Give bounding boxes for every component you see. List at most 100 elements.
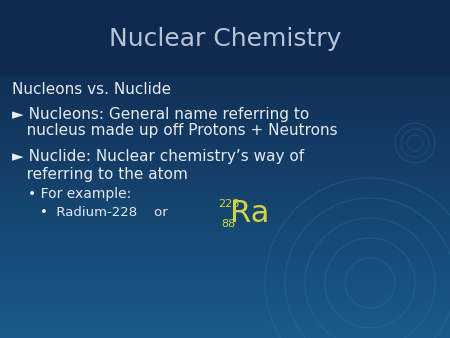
- Bar: [0, 72, 450, 74]
- Bar: [0, 85, 450, 88]
- Bar: [0, 163, 450, 166]
- Bar: [0, 241, 450, 243]
- Bar: [0, 67, 450, 69]
- Bar: [0, 178, 450, 181]
- Bar: [0, 114, 450, 117]
- Bar: [0, 332, 450, 335]
- Bar: [0, 136, 450, 139]
- Bar: [0, 261, 450, 264]
- Bar: [0, 171, 450, 174]
- Bar: [0, 119, 450, 122]
- Bar: [0, 75, 450, 78]
- Bar: [0, 143, 450, 145]
- Bar: [0, 60, 450, 63]
- Bar: [0, 34, 450, 37]
- Bar: [0, 43, 450, 46]
- Bar: [0, 308, 450, 311]
- Bar: [0, 313, 450, 316]
- Bar: [0, 209, 450, 211]
- Bar: [0, 205, 450, 208]
- Bar: [0, 97, 450, 100]
- Bar: [0, 264, 450, 267]
- Bar: [0, 320, 450, 323]
- Bar: [0, 38, 450, 41]
- Bar: [0, 138, 450, 140]
- Bar: [0, 80, 450, 83]
- Bar: [0, 165, 450, 167]
- Text: referring to the atom: referring to the atom: [12, 167, 188, 182]
- Bar: [0, 188, 450, 191]
- Bar: [0, 166, 450, 169]
- Bar: [0, 252, 450, 255]
- Bar: [0, 310, 450, 313]
- Bar: [0, 242, 450, 245]
- Bar: [0, 298, 450, 301]
- Bar: [0, 183, 450, 186]
- Bar: [0, 127, 450, 130]
- Text: •  Radium-228    or: • Radium-228 or: [40, 206, 168, 218]
- Bar: [0, 134, 450, 137]
- Bar: [0, 161, 450, 164]
- Bar: [0, 291, 450, 294]
- Bar: [0, 16, 450, 19]
- Bar: [0, 62, 450, 64]
- Bar: [0, 58, 450, 61]
- Bar: [0, 89, 450, 91]
- Bar: [0, 254, 450, 257]
- Bar: [0, 94, 450, 96]
- Bar: [0, 148, 450, 150]
- Bar: [0, 26, 450, 29]
- Bar: [0, 176, 450, 179]
- Bar: [0, 83, 450, 86]
- Bar: [0, 40, 450, 42]
- Bar: [0, 256, 450, 259]
- Bar: [0, 327, 450, 330]
- Bar: [0, 111, 450, 113]
- Bar: [0, 285, 450, 287]
- Bar: [0, 227, 450, 230]
- Bar: [0, 41, 450, 44]
- Bar: [0, 192, 450, 194]
- Bar: [0, 73, 450, 76]
- Bar: [0, 56, 450, 59]
- Bar: [0, 239, 450, 242]
- Text: Nuclear Chemistry: Nuclear Chemistry: [109, 27, 341, 51]
- Bar: [0, 190, 450, 193]
- Bar: [0, 258, 450, 260]
- Bar: [0, 154, 450, 157]
- Text: 228: 228: [218, 199, 239, 209]
- Bar: [0, 92, 450, 95]
- Bar: [0, 231, 450, 233]
- Bar: [0, 45, 450, 47]
- Bar: [0, 175, 450, 177]
- Bar: [0, 116, 450, 118]
- Bar: [0, 129, 450, 132]
- Bar: [0, 13, 450, 15]
- Text: Nucleons vs. Nuclide: Nucleons vs. Nuclide: [12, 82, 171, 97]
- Bar: [0, 278, 450, 281]
- Bar: [0, 46, 450, 49]
- Bar: [0, 7, 450, 10]
- Bar: [0, 334, 450, 336]
- Bar: [0, 274, 450, 277]
- Bar: [0, 139, 450, 142]
- Bar: [0, 268, 450, 270]
- Bar: [0, 70, 450, 73]
- Bar: [0, 1, 450, 3]
- Bar: [0, 141, 450, 144]
- Text: ► Nuclide: Nuclear chemistry’s way of: ► Nuclide: Nuclear chemistry’s way of: [12, 149, 304, 165]
- Bar: [0, 149, 450, 152]
- Bar: [0, 173, 450, 176]
- Bar: [0, 151, 450, 154]
- Bar: [0, 19, 450, 22]
- Bar: [0, 9, 450, 12]
- Bar: [0, 200, 450, 203]
- Bar: [0, 207, 450, 210]
- Bar: [0, 215, 450, 218]
- Bar: [0, 156, 450, 159]
- Bar: [0, 335, 450, 338]
- Bar: [0, 286, 450, 289]
- Bar: [0, 131, 450, 134]
- Bar: [0, 65, 450, 68]
- Bar: [0, 11, 450, 14]
